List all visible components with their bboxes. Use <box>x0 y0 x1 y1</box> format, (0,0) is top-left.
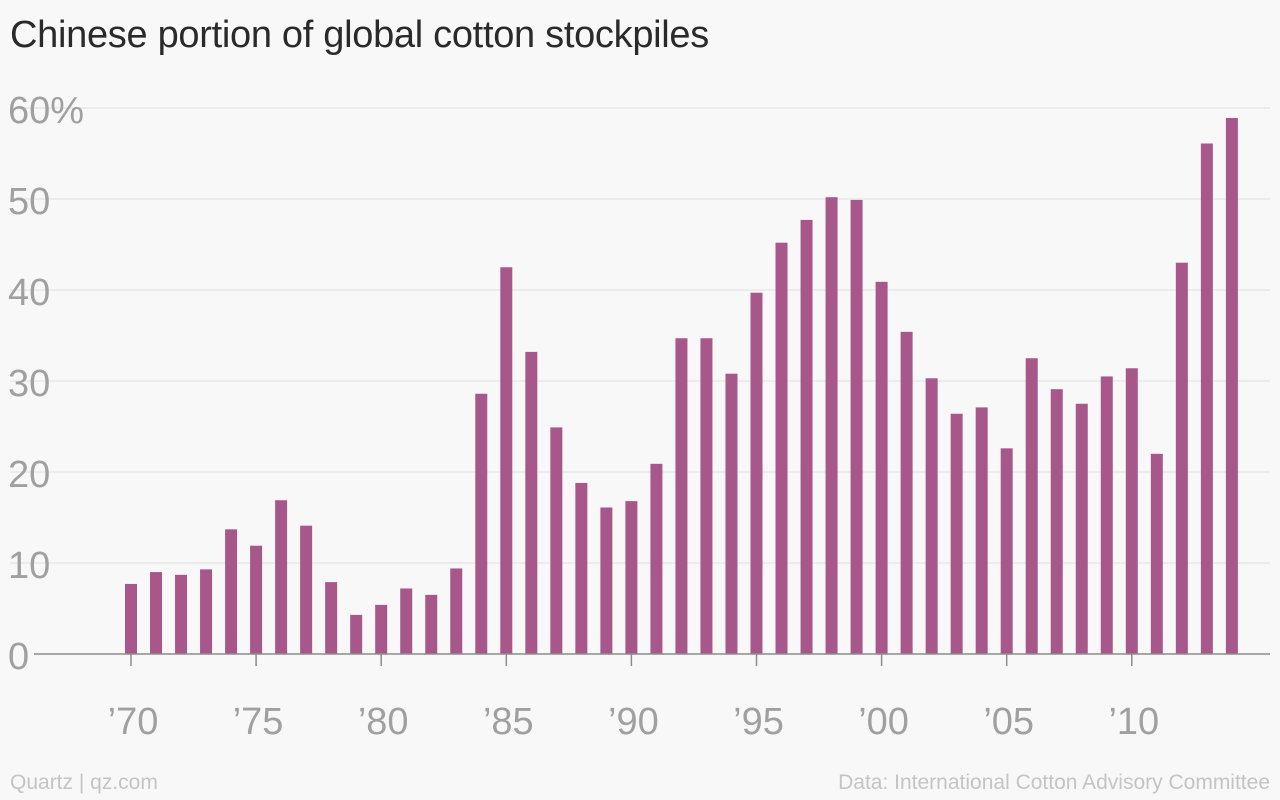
bar-1985 <box>500 267 513 654</box>
y-tick-label: 40 <box>8 272 50 314</box>
bar-2009 <box>1100 376 1113 654</box>
bar-1991 <box>650 463 663 654</box>
bar-1981 <box>400 588 413 654</box>
bar-2014 <box>1225 118 1238 654</box>
x-tick-label: ’00 <box>858 701 909 743</box>
bar-2006 <box>1025 358 1038 654</box>
bar-1992 <box>675 338 688 654</box>
bar-1983 <box>450 568 463 654</box>
x-tick-label: ’90 <box>608 701 659 743</box>
bar-1989 <box>600 507 613 654</box>
bar-2004 <box>975 407 988 654</box>
y-tick-label: 20 <box>8 454 50 496</box>
bar-1986 <box>525 351 538 654</box>
y-tick-label: 50 <box>8 181 50 223</box>
x-axis-ticks: ’70 ’75 ’80 ’85 ’90 ’95 ’00 ’05 ’10 <box>108 654 1159 743</box>
data-source: Data: International Cotton Advisory Comm… <box>838 771 1270 794</box>
bar-2003 <box>950 413 963 654</box>
x-tick-label: ’70 <box>108 701 159 743</box>
y-tick-label: 10 <box>8 545 50 587</box>
x-tick-label: ’80 <box>358 701 409 743</box>
bar-2005 <box>1000 448 1013 654</box>
bar-2008 <box>1075 403 1088 654</box>
bar-1994 <box>725 373 738 654</box>
bar-1973 <box>200 569 213 654</box>
bars <box>125 118 1238 655</box>
chart-title: Chinese portion of global cotton stockpi… <box>10 14 709 56</box>
bar-1975 <box>250 545 263 654</box>
bar-1999 <box>850 199 863 654</box>
x-tick-label: ’05 <box>983 701 1034 743</box>
bar-1980 <box>375 604 388 654</box>
bar-2013 <box>1200 143 1213 655</box>
y-axis-ticks: 0 10 20 30 40 50 60% <box>8 90 84 678</box>
bar-1984 <box>475 393 488 654</box>
bar-1979 <box>350 614 363 654</box>
bar-1996 <box>775 242 788 654</box>
bar-2012 <box>1175 262 1188 654</box>
bar-1993 <box>700 338 713 654</box>
bar-1997 <box>800 219 813 654</box>
bar-1982 <box>425 594 438 654</box>
bar-1978 <box>325 582 338 654</box>
gridlines <box>10 107 1270 564</box>
bar-2007 <box>1050 389 1063 654</box>
y-tick-label: 60% <box>8 90 84 132</box>
bar-2001 <box>900 331 913 654</box>
bar-1998 <box>825 197 838 654</box>
bar-1974 <box>225 529 238 654</box>
credit: Quartz | qz.com <box>10 771 158 794</box>
bar-1987 <box>550 427 563 654</box>
bar-2002 <box>925 378 938 654</box>
bar-2000 <box>875 281 888 654</box>
bar-1990 <box>625 501 638 654</box>
x-tick-label: ’10 <box>1108 701 1159 743</box>
bar-1977 <box>300 525 313 654</box>
y-tick-label: 30 <box>8 363 50 405</box>
bar-2011 <box>1150 453 1163 654</box>
x-tick-label: ’85 <box>483 701 534 743</box>
x-tick-label: ’95 <box>733 701 784 743</box>
bar-1976 <box>275 500 288 654</box>
x-tick-label: ’75 <box>233 701 284 743</box>
bar-1971 <box>150 572 163 654</box>
bar-1988 <box>575 482 588 654</box>
bar-1972 <box>175 574 188 654</box>
y-tick-label: 0 <box>8 636 29 678</box>
bar-1995 <box>750 292 763 654</box>
bar-1970 <box>125 583 137 654</box>
bar-2010 <box>1125 368 1138 654</box>
